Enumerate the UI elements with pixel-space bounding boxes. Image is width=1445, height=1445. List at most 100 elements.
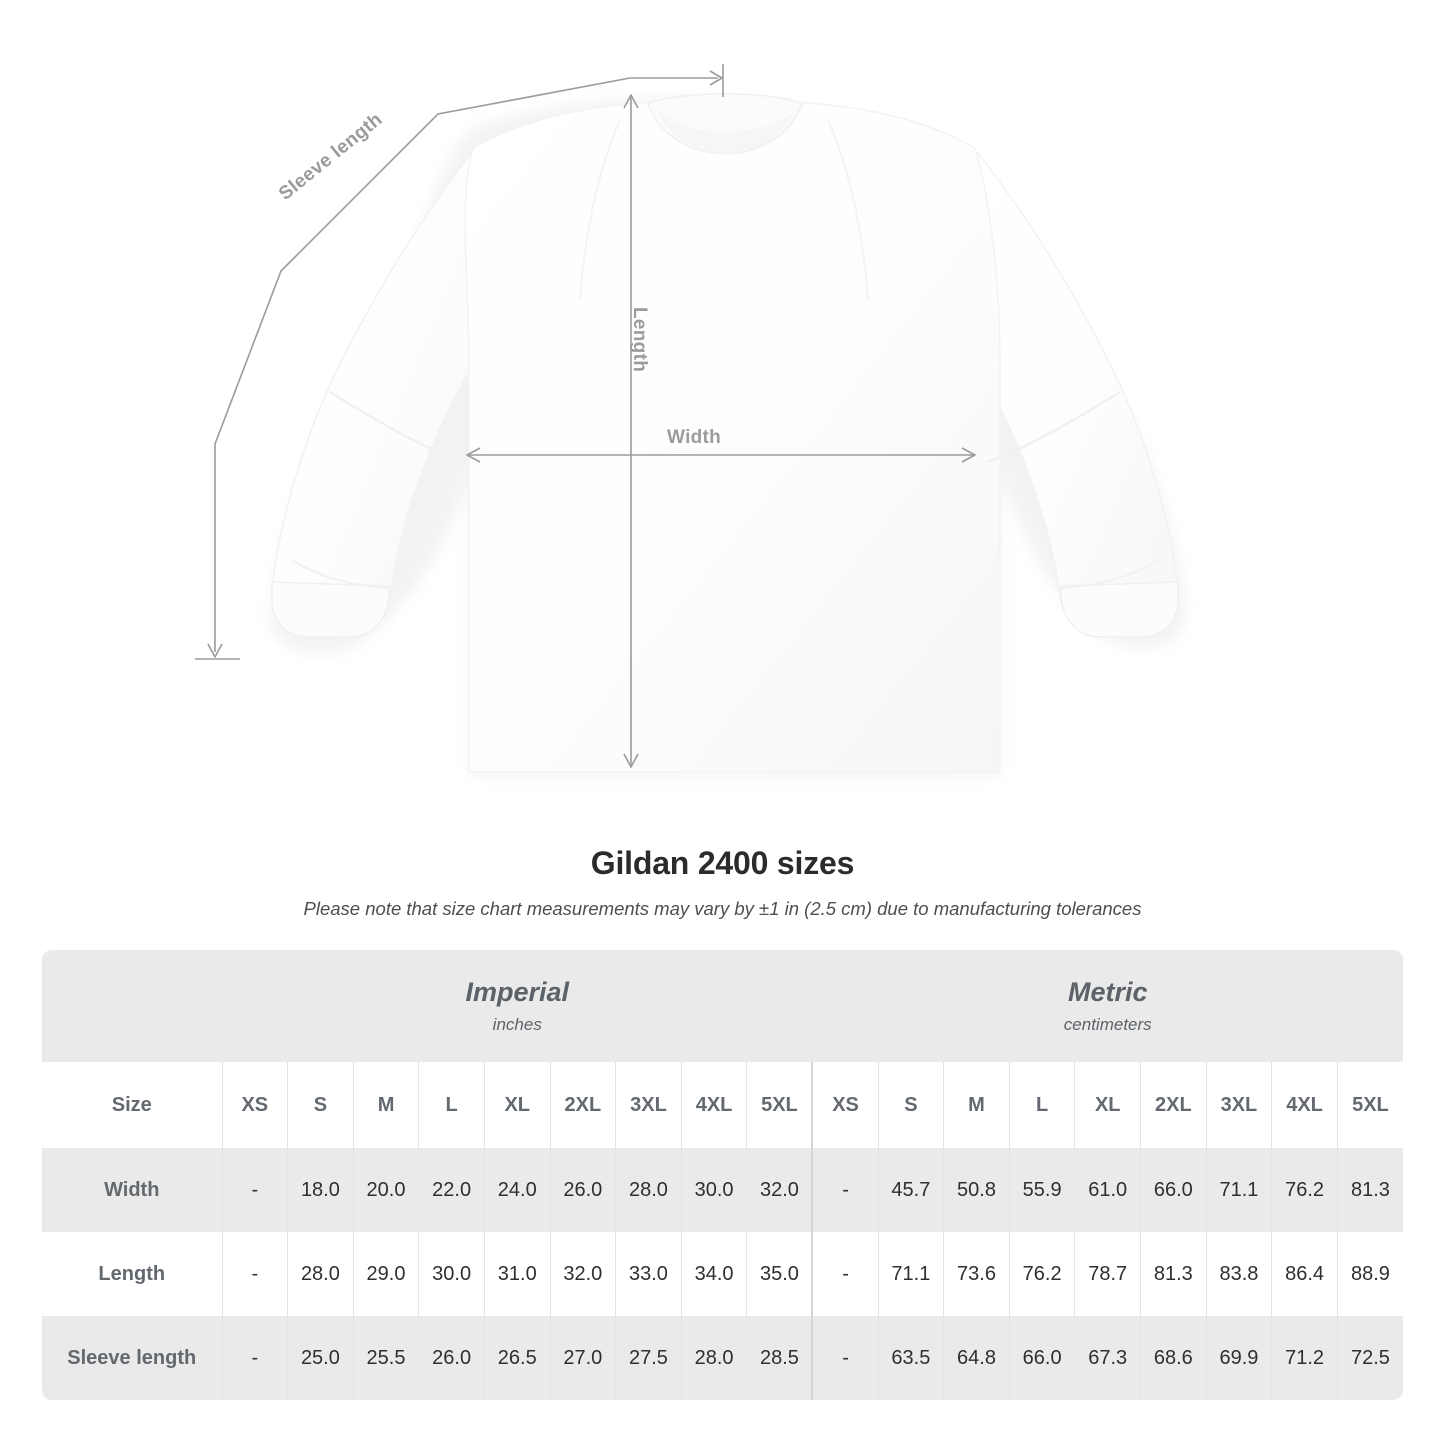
cell: 27.5: [615, 1316, 682, 1400]
sleeve-arrow-head-top: [709, 70, 723, 86]
cell: 67.3: [1074, 1316, 1141, 1400]
cell: 28.5: [746, 1316, 813, 1400]
cell: -: [221, 1148, 288, 1232]
size-header-cell: XL: [483, 1062, 551, 1148]
cell: 25.0: [287, 1316, 354, 1400]
size-header-label: Size: [42, 1062, 222, 1148]
cell: 78.7: [1074, 1232, 1141, 1316]
cell: 88.9: [1336, 1232, 1403, 1316]
unit-banner-spacer: [42, 950, 222, 1062]
cell: 81.3: [1140, 1232, 1207, 1316]
size-header-cell: M: [943, 1062, 1010, 1148]
sleeve-arrow-head-bottom: [207, 643, 223, 658]
cell: 26.0: [418, 1316, 485, 1400]
cell: 68.6: [1140, 1316, 1207, 1400]
cell: 50.8: [943, 1148, 1010, 1232]
cell: 34.0: [680, 1232, 747, 1316]
cell: 25.5: [352, 1316, 419, 1400]
cell: 45.7: [877, 1148, 944, 1232]
row-label-width: Width: [42, 1148, 222, 1232]
garment-diagram: Sleeve length Length Width: [195, 64, 1186, 775]
unit-name-imperial: Imperial: [465, 977, 570, 1008]
cell: 26.0: [549, 1148, 616, 1232]
cell: 76.2: [1008, 1232, 1075, 1316]
size-header-cell: L: [418, 1062, 485, 1148]
cell: 55.9: [1008, 1148, 1075, 1232]
size-table-container: Imperial inches Metric centimeters Size …: [42, 950, 1403, 1400]
cell: 28.0: [287, 1232, 354, 1316]
width-arrow-head-left: [466, 447, 481, 463]
size-header-cell: XS: [811, 1062, 879, 1148]
size-header-cell: XL: [1074, 1062, 1141, 1148]
cell: 66.0: [1008, 1316, 1075, 1400]
cell: 73.6: [943, 1232, 1010, 1316]
unit-banner-row: Imperial inches Metric centimeters: [42, 950, 1403, 1062]
length-arrow-head-top: [623, 94, 639, 109]
unit-banner-metric: Metric centimeters: [812, 950, 1403, 1062]
sleeve-length-guide: [214, 77, 631, 652]
cell: 86.4: [1271, 1232, 1338, 1316]
cell: 72.5: [1336, 1316, 1403, 1400]
cell: 66.0: [1140, 1148, 1207, 1232]
cell: 24.0: [483, 1148, 551, 1232]
unit-sub-metric: centimeters: [1063, 1014, 1152, 1034]
cell: 35.0: [746, 1232, 813, 1316]
cell: 28.0: [680, 1316, 747, 1400]
garment-illustration: [195, 64, 1186, 775]
cell: 30.0: [418, 1232, 485, 1316]
size-header-cell: 3XL: [1205, 1062, 1272, 1148]
cell: 22.0: [418, 1148, 485, 1232]
cell: 32.0: [746, 1148, 813, 1232]
cell: 26.5: [483, 1316, 551, 1400]
size-header-row: Size XS S M L XL 2XL 3XL 4XL 5XL XS S M …: [42, 1062, 1403, 1148]
size-header-cell: 2XL: [1140, 1062, 1207, 1148]
cell: 31.0: [483, 1232, 551, 1316]
title-block: Gildan 2400 sizes Please note that size …: [0, 845, 1445, 920]
size-header-cell: S: [877, 1062, 944, 1148]
cell: -: [811, 1232, 879, 1316]
table-row: Sleeve length - 25.0 25.5 26.0 26.5 27.0…: [42, 1316, 1403, 1400]
tolerance-note: Please note that size chart measurements…: [303, 898, 1142, 919]
cell: 81.3: [1336, 1148, 1403, 1232]
cell: 33.0: [615, 1232, 682, 1316]
length-label: Length: [629, 307, 650, 373]
size-header-cell: 2XL: [549, 1062, 616, 1148]
cell: 71.1: [1205, 1148, 1272, 1232]
cell: -: [811, 1316, 879, 1400]
length-arrow-head-bottom: [623, 753, 639, 768]
cell: -: [221, 1316, 288, 1400]
cell: 63.5: [877, 1316, 944, 1400]
cell: 32.0: [549, 1232, 616, 1316]
size-header-cell: 4XL: [1271, 1062, 1338, 1148]
cell: 83.8: [1205, 1232, 1272, 1316]
width-arrow-head-right: [961, 447, 976, 463]
cell: 18.0: [287, 1148, 354, 1232]
size-header-cell: M: [352, 1062, 419, 1148]
size-header-cell: 5XL: [746, 1062, 813, 1148]
cell: 28.0: [615, 1148, 682, 1232]
page-title: Gildan 2400 sizes: [590, 845, 855, 881]
unit-banner-imperial: Imperial inches: [222, 950, 813, 1062]
table-row: Width - 18.0 20.0 22.0 24.0 26.0 28.0 30…: [42, 1148, 1403, 1232]
cell: 20.0: [352, 1148, 419, 1232]
size-header-cell: 5XL: [1336, 1062, 1403, 1148]
cell: 30.0: [680, 1148, 747, 1232]
cell: 27.0: [549, 1316, 616, 1400]
cell: -: [811, 1148, 879, 1232]
size-header-cell: 4XL: [680, 1062, 747, 1148]
size-header-cell: XS: [221, 1062, 288, 1148]
garment-body: [271, 93, 1179, 773]
cell: 29.0: [352, 1232, 419, 1316]
table-row: Length - 28.0 29.0 30.0 31.0 32.0 33.0 3…: [42, 1232, 1403, 1316]
measurement-lines: [195, 64, 976, 768]
size-header-cell: L: [1008, 1062, 1075, 1148]
cell: -: [221, 1232, 288, 1316]
unit-name-metric: Metric: [1067, 977, 1148, 1008]
row-label-sleeve-length: Sleeve length: [42, 1316, 222, 1400]
size-header-cell: S: [287, 1062, 354, 1148]
cell: 71.1: [877, 1232, 944, 1316]
cell: 69.9: [1205, 1316, 1272, 1400]
size-header-cell: 3XL: [615, 1062, 682, 1148]
width-label: Width: [667, 427, 722, 448]
cell: 71.2: [1271, 1316, 1338, 1400]
